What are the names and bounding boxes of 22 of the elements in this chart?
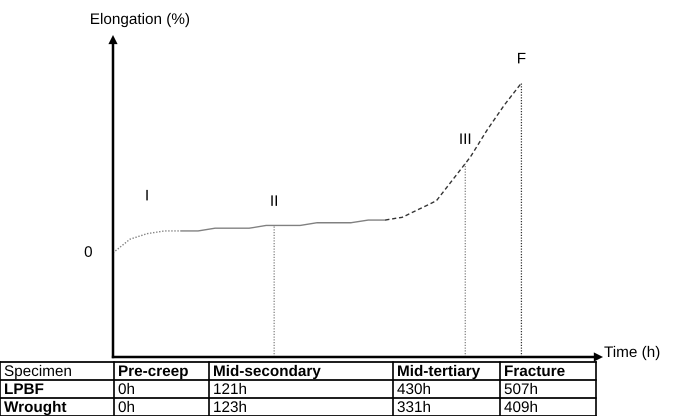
text: 409h — [504, 400, 537, 412]
text: 0h — [118, 382, 134, 394]
text: 0 — [84, 246, 92, 257]
text: 331h — [398, 400, 430, 412]
text: Specimen — [4, 364, 71, 380]
text: Mid-secondary — [214, 364, 321, 380]
annotation: I — [146, 190, 148, 200]
text: Pre-creep — [119, 365, 188, 380]
text: 121h — [214, 382, 246, 394]
annotation: II — [271, 195, 277, 206]
text: 123h — [214, 400, 246, 412]
text: F — [518, 52, 526, 64]
text: Fracture — [505, 365, 565, 376]
text: Wrought — [4, 400, 66, 416]
text: 507h — [504, 382, 537, 394]
text: LPBF — [5, 383, 44, 394]
text: Mid-tertiary — [398, 364, 480, 380]
text: 0h — [118, 400, 134, 412]
annotation: III — [460, 133, 470, 144]
y-axis-title: Elongation (%) — [91, 12, 190, 28]
x-axis-title: Time (h) — [604, 346, 660, 360]
text: 430h — [397, 382, 430, 394]
